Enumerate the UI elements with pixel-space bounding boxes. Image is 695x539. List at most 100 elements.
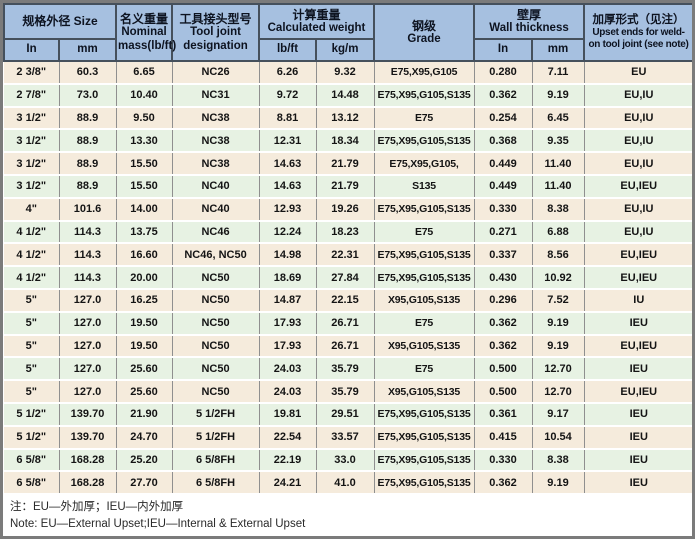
cell-weight-kgm: 33.0: [316, 448, 375, 473]
cell-size-in: 5": [4, 357, 60, 382]
cell-grade: E75,X95,G105,S135: [374, 425, 475, 450]
cell-size-mm: 127.0: [59, 311, 117, 336]
footnote-en: Note: EU—External Upset;IEU—Internal & E…: [10, 518, 306, 531]
cell-weight-lbft: 19.81: [259, 402, 317, 427]
col-header-calculated-weight: 计算重量 Calculated weight: [258, 3, 376, 40]
cell-wall-in: 0.330: [474, 448, 533, 473]
table-row: 5 1/2" 139.70 21.90 5 1/2FH 19.81 29.51 E75,X9…: [4, 402, 692, 427]
cell-size-in: 6 5/8": [4, 448, 60, 473]
cell-wall-in: 0.362: [474, 83, 533, 108]
cell-nominal-mass: 25.60: [116, 357, 173, 382]
cell-upset: EU,IEU: [584, 174, 692, 199]
cell-tool-joint: NC40: [172, 197, 260, 222]
cell-wall-mm: 9.17: [532, 402, 585, 427]
cell-weight-lbft: 12.31: [259, 129, 317, 154]
cell-wall-in: 0.254: [474, 106, 533, 131]
cell-tool-joint: NC50: [172, 311, 260, 336]
cell-weight-kgm: 18.23: [316, 220, 375, 245]
table-header: 规格外径 Size 名义重量 Nominal mass(lb/ft) 工具接头型…: [3, 3, 692, 62]
cell-nominal-mass: 19.50: [116, 334, 173, 359]
cell-weight-kgm: 22.15: [316, 288, 375, 313]
cell-wall-mm: 11.40: [532, 152, 585, 176]
cell-size-in: 5 1/2": [4, 402, 60, 427]
cell-grade: E75: [374, 220, 475, 245]
cell-nominal-mass: 21.90: [116, 402, 173, 427]
cell-upset: EU,IU: [584, 83, 692, 108]
cell-tool-joint: NC46: [172, 220, 260, 245]
cell-weight-kgm: 26.71: [316, 311, 375, 336]
cell-grade: S135: [374, 174, 475, 199]
cell-size-mm: 60.3: [59, 61, 117, 85]
cell-size-mm: 73.0: [59, 83, 117, 108]
cell-size-in: 5 1/2": [4, 425, 60, 450]
table-row: 3 1/2" 88.9 9.50 NC38 8.81 13.12 E75 0.254 6.45 E…: [4, 106, 692, 131]
subcol-header-size-mm: mm: [57, 38, 118, 62]
cell-grade: E75,X95,G105,S135: [374, 197, 475, 222]
cell-size-in: 4": [4, 197, 60, 222]
cell-wall-mm: 12.70: [532, 380, 585, 404]
cell-upset: EU,IU: [584, 152, 692, 176]
cell-nominal-mass: 19.50: [116, 311, 173, 336]
cell-size-mm: 139.70: [59, 402, 117, 427]
cell-grade: E75,X95,G105,S135: [374, 402, 475, 427]
cell-size-mm: 88.9: [59, 106, 117, 131]
cell-wall-mm: 11.40: [532, 174, 585, 199]
cell-weight-lbft: 14.63: [259, 152, 317, 176]
col-header-size: 规格外径 Size: [3, 3, 118, 40]
cell-grade: E75: [374, 106, 475, 131]
cell-weight-lbft: 6.26: [259, 61, 317, 85]
cell-weight-lbft: 14.63: [259, 174, 317, 199]
cell-tool-joint: NC26: [172, 61, 260, 85]
col-header-upset-ends: 加厚形式（见注） Upset ends for weld- on tool jo…: [583, 3, 692, 62]
cell-size-in: 3 1/2": [4, 106, 60, 131]
cell-wall-in: 0.430: [474, 266, 533, 290]
cell-wall-in: 0.415: [474, 425, 533, 450]
subcol-header-weight-kgm: kg/m: [315, 38, 376, 62]
table-row: 5" 127.0 19.50 NC50 17.93 26.71 X95,G105,S135 0…: [4, 334, 692, 359]
cell-wall-in: 0.361: [474, 402, 533, 427]
cell-tool-joint: NC38: [172, 152, 260, 176]
cell-nominal-mass: 20.00: [116, 266, 173, 290]
cell-weight-kgm: 27.84: [316, 266, 375, 290]
cell-upset: IEU: [584, 471, 692, 496]
cell-size-in: 3 1/2": [4, 129, 60, 154]
cell-weight-kgm: 14.48: [316, 83, 375, 108]
cell-upset: IEU: [584, 357, 692, 382]
cell-weight-kgm: 13.12: [316, 106, 375, 131]
cell-size-mm: 114.3: [59, 266, 117, 290]
table-row: 5 1/2" 139.70 24.70 5 1/2FH 22.54 33.57 E75,X9…: [4, 425, 692, 450]
cell-nominal-mass: 6.65: [116, 61, 173, 85]
cell-tool-joint: NC38: [172, 129, 260, 154]
cell-size-in: 5": [4, 380, 60, 404]
cell-nominal-mass: 14.00: [116, 197, 173, 222]
cell-wall-mm: 8.38: [532, 197, 585, 222]
cell-weight-lbft: 14.98: [259, 243, 317, 268]
cell-upset: EU,IEU: [584, 334, 692, 359]
cell-upset: EU,IU: [584, 106, 692, 131]
cell-tool-joint: NC50: [172, 380, 260, 404]
table-row: 4 1/2" 114.3 16.60 NC46, NC50 14.98 22.31 E75,…: [4, 243, 692, 268]
cell-tool-joint: NC46, NC50: [172, 243, 260, 268]
cell-tool-joint: NC38: [172, 106, 260, 131]
table-row: 2 7/8" 73.0 10.40 NC31 9.72 14.48 E75,X95,G105…: [4, 83, 692, 108]
cell-wall-mm: 10.54: [532, 425, 585, 450]
cell-wall-mm: 9.19: [532, 83, 585, 108]
cell-wall-mm: 7.52: [532, 288, 585, 313]
cell-nominal-mass: 16.25: [116, 288, 173, 313]
cell-size-mm: 88.9: [59, 152, 117, 176]
cell-weight-lbft: 8.81: [259, 106, 317, 131]
cell-wall-in: 0.449: [474, 174, 533, 199]
table-body: 2 3/8" 60.3 6.65 NC26 6.26 9.32 E75,X95,G105 0.…: [4, 61, 692, 496]
cell-tool-joint: 5 1/2FH: [172, 425, 260, 450]
cell-grade: E75,X95,G105,S135: [374, 83, 475, 108]
cell-upset: IEU: [584, 425, 692, 450]
subcol-header-wall-in: In: [473, 38, 534, 62]
cell-tool-joint: NC50: [172, 266, 260, 290]
table-row: 3 1/2" 88.9 13.30 NC38 12.31 18.34 E75,X95,G10…: [4, 129, 692, 154]
cell-wall-mm: 9.19: [532, 334, 585, 359]
cell-size-in: 4 1/2": [4, 266, 60, 290]
cell-nominal-mass: 10.40: [116, 83, 173, 108]
cell-weight-lbft: 9.72: [259, 83, 317, 108]
subcol-header-weight-lbft: lb/ft: [258, 38, 318, 62]
cell-weight-kgm: 19.26: [316, 197, 375, 222]
